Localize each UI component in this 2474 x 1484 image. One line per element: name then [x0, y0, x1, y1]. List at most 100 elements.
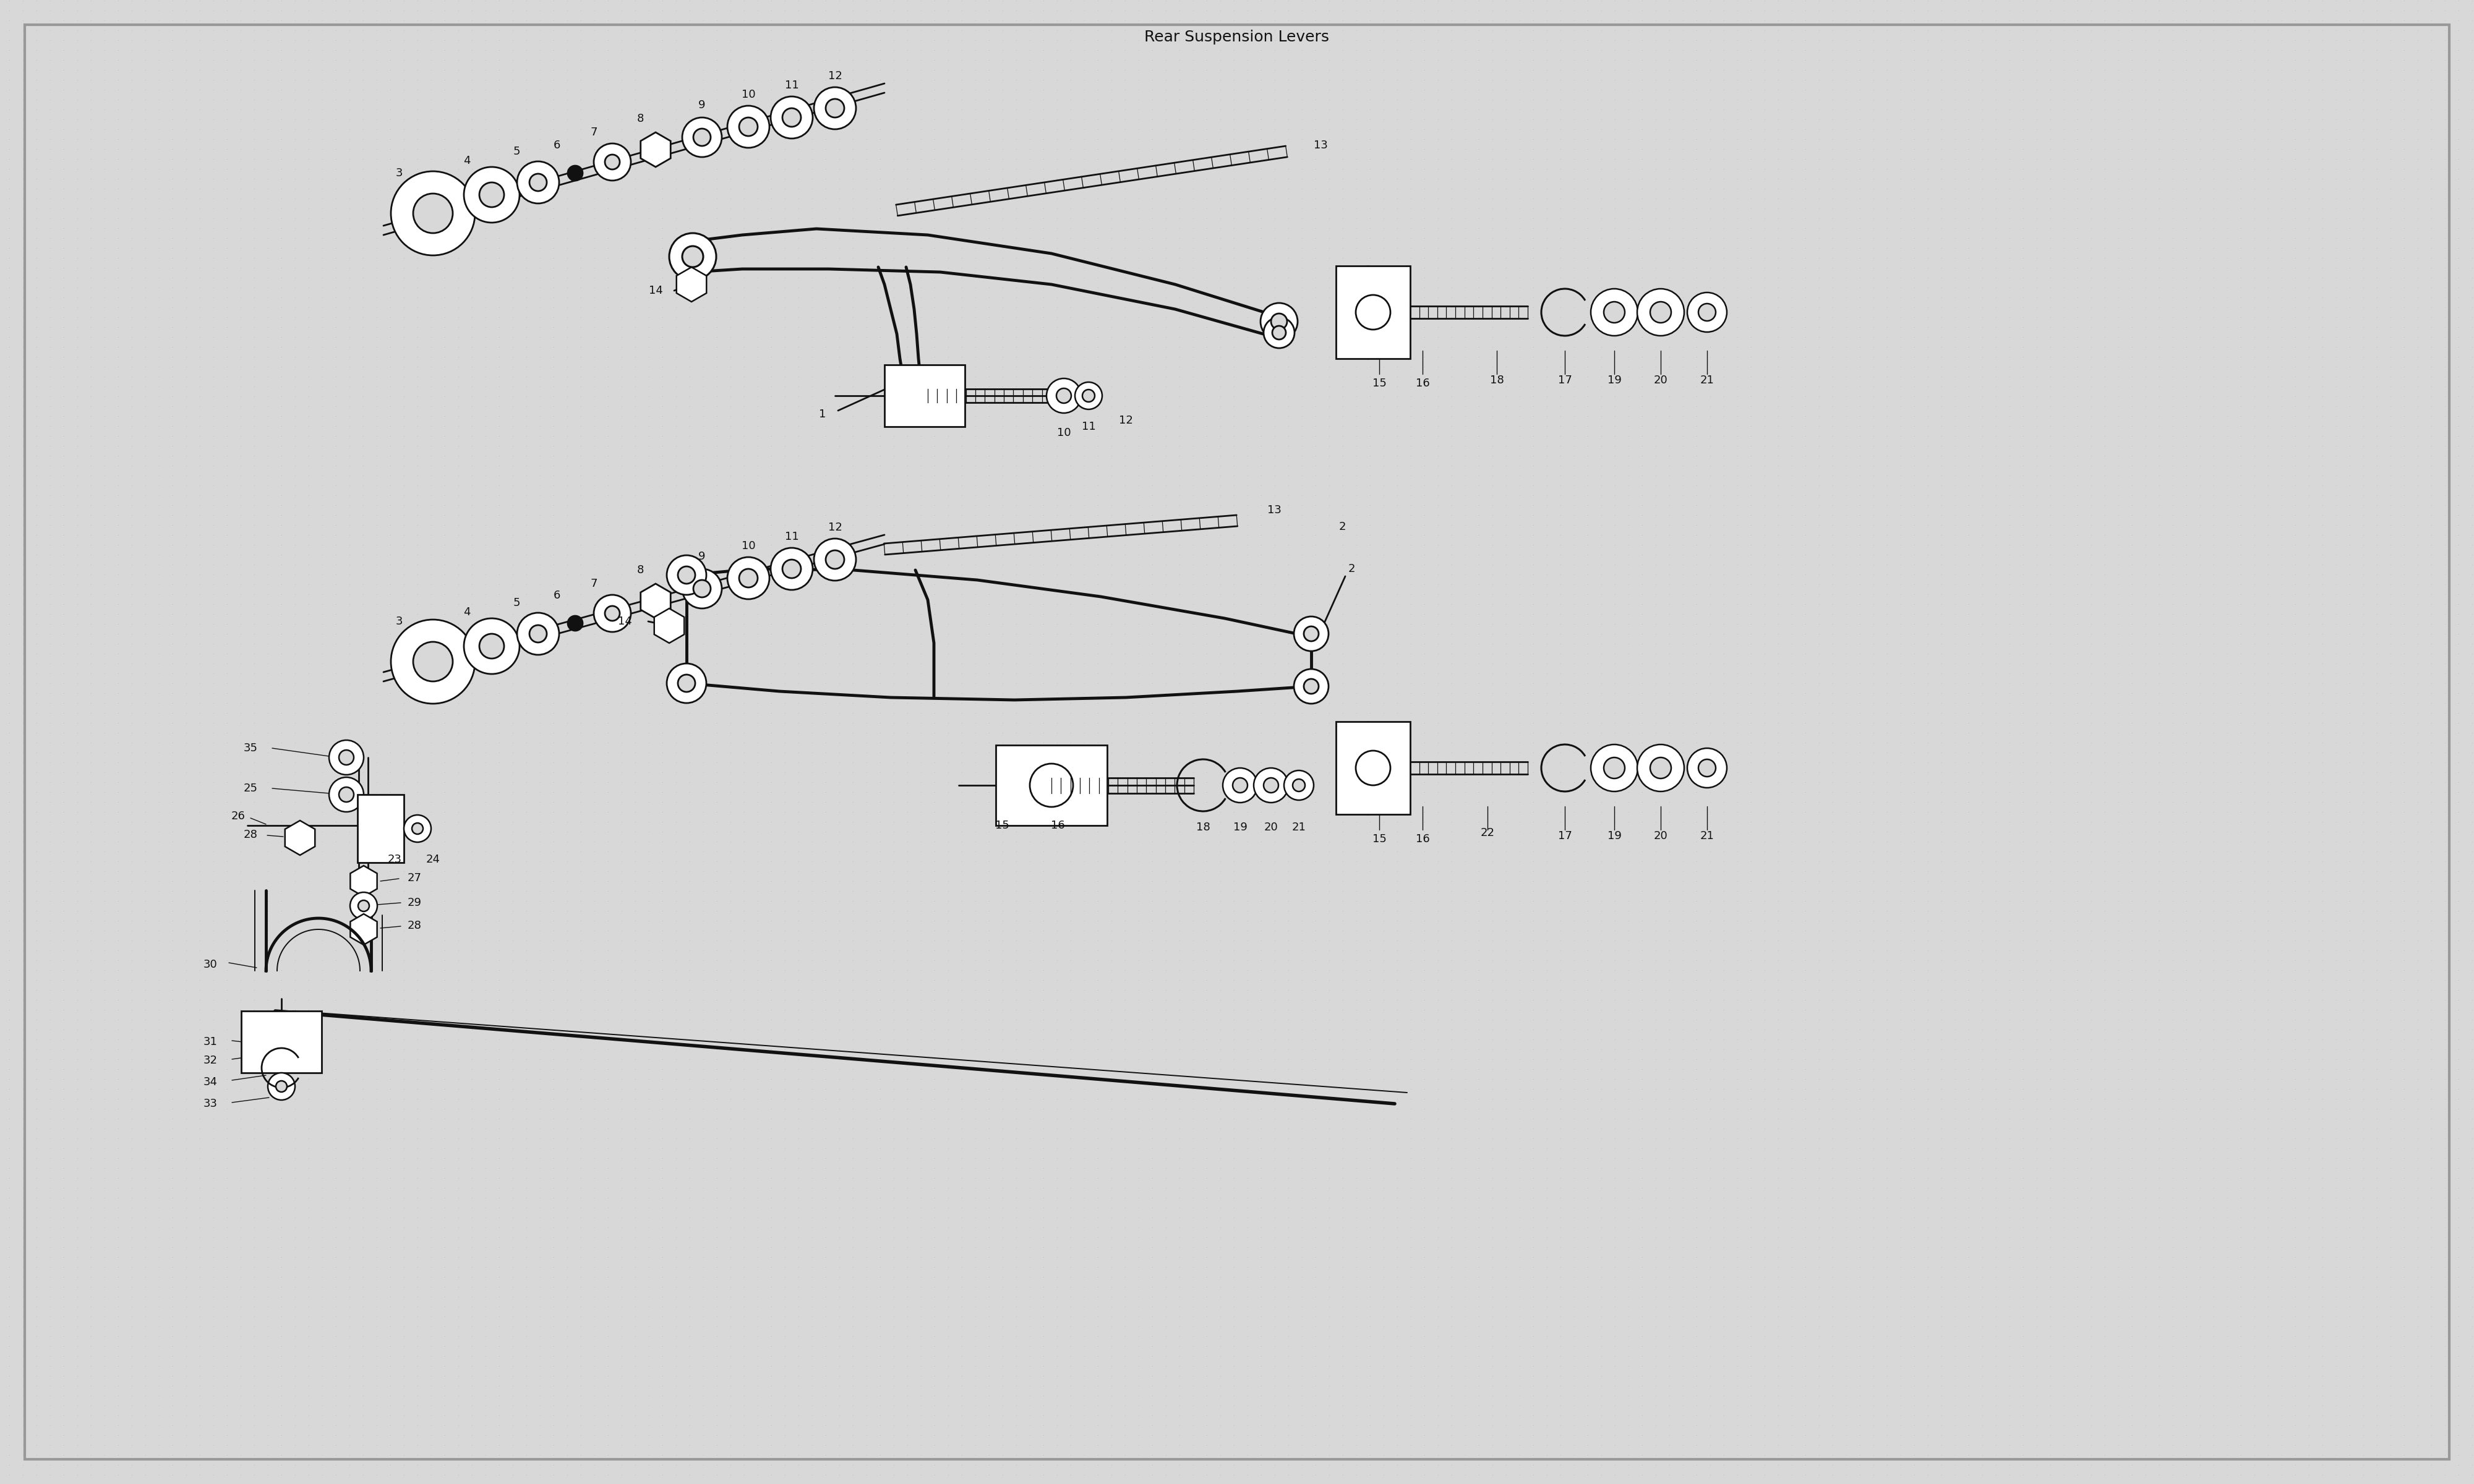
Point: [1977, 433, 2016, 457]
Point: [289, 107, 329, 131]
Point: [643, 1186, 683, 1209]
Point: [356, 1345, 396, 1368]
Point: [1460, 236, 1499, 260]
Point: [1051, 107, 1091, 131]
Point: [1596, 859, 1635, 883]
Point: [57, 1255, 96, 1279]
Point: [72, 128, 111, 151]
Point: [1472, 315, 1512, 338]
Point: [574, 0, 614, 22]
Point: [17, 522, 57, 546]
Point: [2358, 1205, 2397, 1229]
Point: [1351, 632, 1390, 656]
Point: [574, 603, 614, 626]
Point: [1324, 503, 1363, 527]
Point: [1813, 830, 1853, 853]
Point: [507, 1285, 547, 1309]
Point: [1950, 1196, 1989, 1220]
Point: [426, 692, 465, 715]
Point: [2331, 959, 2370, 982]
Point: [45, 404, 84, 427]
Point: [1907, 9, 1947, 33]
Point: [2, 1205, 42, 1229]
Point: [45, 1275, 84, 1298]
Point: [1432, 641, 1472, 665]
Point: [1880, 789, 1920, 813]
Point: [1200, 513, 1239, 537]
Point: [208, 166, 247, 190]
Point: [2207, 651, 2246, 675]
Point: [683, 1294, 722, 1318]
Point: [1160, 929, 1200, 953]
Point: [955, 246, 995, 270]
Point: [2452, 1453, 2474, 1477]
Point: [2303, 1434, 2343, 1457]
Point: [534, 611, 574, 635]
Point: [247, 751, 287, 775]
Point: [480, 1353, 520, 1377]
Point: [1064, 1077, 1103, 1101]
Point: [1826, 1264, 1865, 1288]
Point: [1554, 632, 1593, 656]
Point: [2, 206, 42, 230]
Point: [72, 285, 111, 309]
Point: [1227, 879, 1267, 902]
Point: [2, 365, 42, 389]
Point: [1514, 849, 1554, 873]
Point: [2276, 484, 2316, 508]
Point: [574, 1226, 614, 1250]
Point: [1296, 859, 1336, 883]
Point: [1526, 137, 1566, 160]
Point: [317, 1116, 356, 1140]
Point: [1717, 870, 1757, 893]
Point: [2249, 760, 2288, 784]
Point: [819, 1137, 858, 1160]
Point: [1744, 28, 1784, 52]
Point: [426, 1345, 465, 1368]
Point: [764, 107, 804, 131]
Point: [1554, 1205, 1593, 1229]
Point: [383, 1324, 423, 1347]
Point: [1853, 424, 1893, 448]
Point: [1922, 592, 1962, 616]
Point: [1037, 1423, 1076, 1447]
Point: [0, 1146, 30, 1169]
Point: [1690, 117, 1729, 141]
Point: [752, 1393, 792, 1417]
Point: [861, 1205, 901, 1229]
Point: [1841, 651, 1880, 675]
Point: [139, 503, 178, 527]
Point: [2207, 988, 2246, 1012]
Point: [1526, 187, 1566, 211]
Point: [670, 721, 710, 745]
Point: [2125, 730, 2165, 754]
Point: [1554, 395, 1593, 418]
Point: [139, 157, 178, 181]
Point: [1445, 1097, 1484, 1120]
Point: [465, 128, 505, 151]
Point: [2261, 484, 2301, 508]
Point: [1269, 276, 1309, 300]
Point: [247, 840, 287, 864]
Point: [426, 1353, 465, 1377]
Point: [2004, 879, 2044, 902]
Point: [1173, 395, 1212, 418]
Point: [438, 919, 477, 942]
Point: [628, 899, 668, 923]
Point: [371, 365, 411, 389]
Point: [752, 978, 792, 1002]
Point: [547, 1255, 586, 1279]
Point: [1799, 1393, 1838, 1417]
Point: [166, 819, 205, 843]
Point: [2140, 454, 2180, 478]
Point: [2044, 58, 2083, 82]
Point: [1118, 187, 1158, 211]
Point: [72, 978, 111, 1002]
Point: [547, 1008, 586, 1031]
Point: [2180, 1077, 2219, 1101]
Point: [547, 889, 586, 913]
Point: [1160, 1264, 1200, 1288]
Point: [2331, 9, 2370, 33]
Point: [2234, 1057, 2274, 1080]
Point: [2152, 789, 2192, 813]
